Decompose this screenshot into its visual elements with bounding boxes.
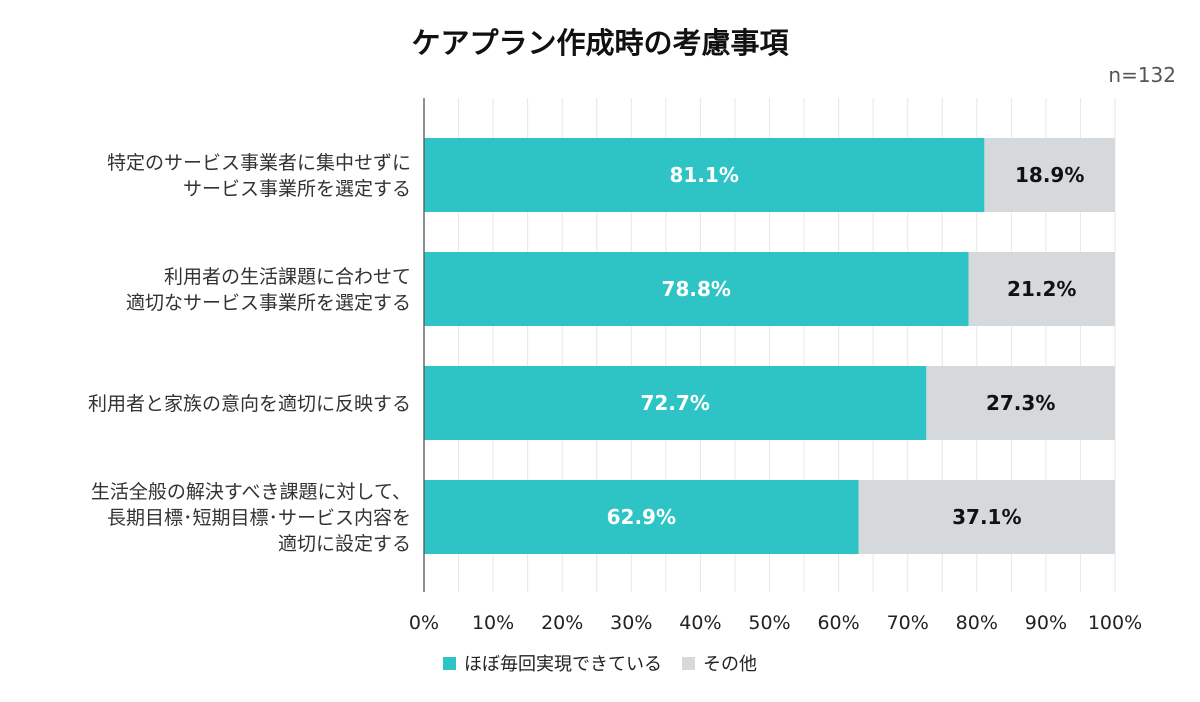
bar-other-4 — [858, 480, 1115, 554]
x-tick-label: 100% — [1088, 612, 1142, 634]
legend-swatch — [682, 656, 695, 670]
bar-other-2 — [968, 252, 1115, 326]
data-label: 27.3% — [986, 391, 1055, 415]
data-label: 18.9% — [1015, 163, 1084, 187]
x-tick-label: 80% — [956, 612, 998, 634]
legend: ほぼ毎回実現できている その他 — [0, 650, 1200, 676]
bar-achieved-2 — [424, 252, 969, 326]
data-label: 81.1% — [670, 163, 739, 187]
x-tick-label: 40% — [679, 612, 721, 634]
legend-item: ほぼ毎回実現できている — [443, 650, 662, 676]
x-tick-label: 60% — [817, 612, 859, 634]
x-tick-label: 70% — [887, 612, 929, 634]
bar-achieved-3 — [424, 366, 927, 440]
bar-achieved-4 — [424, 480, 859, 554]
category-label: 利用者の生活課題に合わせて適切なサービス事業所を選定する — [126, 266, 411, 314]
category-label: 生活全般の解決すべき課題に対して、長期目標･短期目標･サービス内容を適切に設定す… — [91, 481, 411, 555]
x-tick-label: 20% — [541, 612, 583, 634]
legend-item: その他 — [682, 650, 757, 676]
bar-other-3 — [926, 366, 1115, 440]
chart-title: ケアプラン作成時の考慮事項 — [411, 26, 789, 60]
data-label: 62.9% — [607, 505, 676, 529]
bar-other-1 — [984, 138, 1115, 212]
category-label: 利用者と家族の意向を適切に反映する — [88, 393, 411, 415]
legend-label: その他 — [703, 654, 757, 675]
data-label: 37.1% — [952, 505, 1021, 529]
data-label: 72.7% — [640, 391, 709, 415]
x-tick-label: 30% — [610, 612, 652, 634]
data-label: 78.8% — [662, 277, 731, 301]
bar-achieved-1 — [424, 138, 985, 212]
sample-size-note: n=132 — [1108, 63, 1176, 87]
x-tick-label: 0% — [409, 612, 439, 634]
x-tick-label: 10% — [472, 612, 514, 634]
x-tick-label: 90% — [1025, 612, 1067, 634]
legend-label: ほぼ毎回実現できている — [464, 654, 662, 675]
x-tick-label: 50% — [748, 612, 790, 634]
data-label: 21.2% — [1007, 277, 1076, 301]
legend-swatch — [443, 656, 456, 670]
category-label: 特定のサービス事業者に集中せずにサービス事業所を選定する — [107, 152, 411, 200]
